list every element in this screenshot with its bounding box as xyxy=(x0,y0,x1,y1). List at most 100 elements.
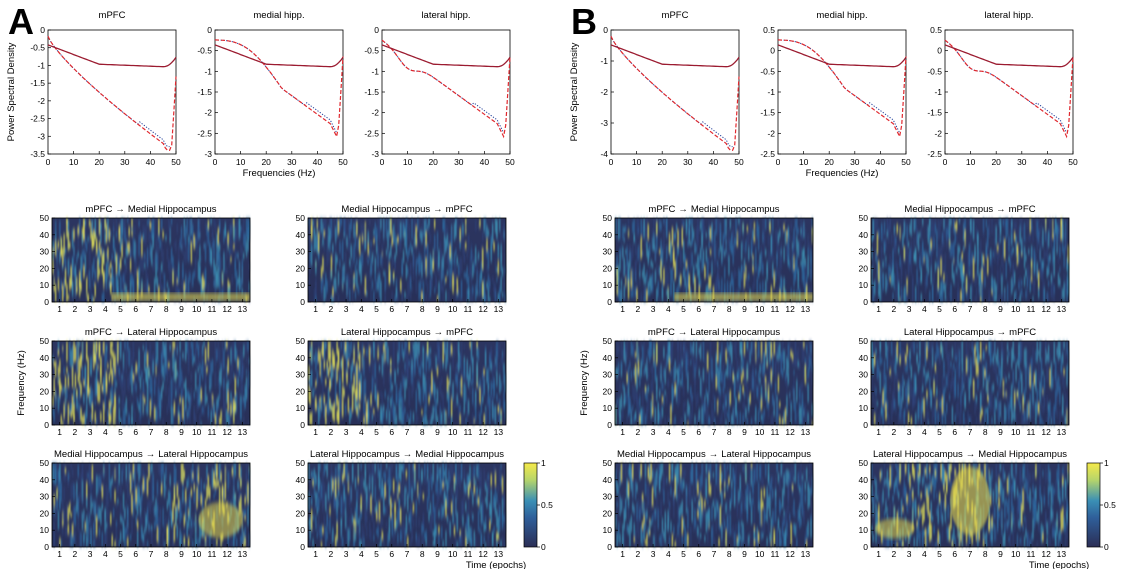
psd-xtick-label: 10 xyxy=(966,157,976,167)
heatmap-streak xyxy=(746,225,749,232)
heatmap-streak xyxy=(885,274,887,293)
heatmap-streak xyxy=(168,218,170,230)
heatmap-streak xyxy=(128,413,130,425)
heatmap-streak xyxy=(367,231,369,245)
heatmap-streak xyxy=(111,265,113,286)
heatmap-streak xyxy=(103,251,105,265)
psd-xtick-label: 30 xyxy=(1017,157,1027,167)
heatmap-streak xyxy=(312,470,314,486)
heatmap-streak xyxy=(177,404,180,412)
heatmap-streak xyxy=(323,515,326,537)
heatmap-streak xyxy=(646,218,648,240)
heatmap-streak xyxy=(752,257,754,268)
heatmap-streak xyxy=(701,244,703,264)
heatmap-streak xyxy=(674,260,676,280)
heatmap-streak xyxy=(415,256,417,266)
heatmap-streak xyxy=(787,244,790,260)
heatmap-streak xyxy=(374,413,376,425)
heatmap-streak xyxy=(390,479,392,489)
heatmap-streak xyxy=(409,263,412,283)
heatmap-streak xyxy=(146,279,149,293)
heatmap-streak xyxy=(194,491,197,514)
heatmap-streak xyxy=(218,486,221,503)
heatmap-streak xyxy=(731,279,733,285)
heatmap-streak xyxy=(163,526,166,533)
heatmap-streak xyxy=(97,475,99,494)
heatmap-streak xyxy=(377,527,379,538)
psd-ylabel: Power Spectral Density xyxy=(569,42,580,141)
heatmap-streak xyxy=(623,227,625,233)
heatmap-streak xyxy=(247,375,249,390)
heatmap-streak xyxy=(231,408,234,414)
psd-ytick-label: 0.5 xyxy=(763,25,775,35)
heatmap-streak xyxy=(86,471,88,492)
heatmap-streak xyxy=(327,388,330,403)
heatmap-streak xyxy=(209,378,211,386)
heatmap-streak xyxy=(411,383,413,399)
psd-solid-line xyxy=(610,44,740,68)
heatmap-streak xyxy=(342,474,344,481)
heatmap-ytick-label: 0 xyxy=(300,542,305,552)
heatmap-streak xyxy=(141,411,143,416)
heatmap-streak xyxy=(375,280,378,291)
heatmap-streak xyxy=(62,525,64,536)
heatmap-streak xyxy=(484,497,487,503)
heatmap-streak xyxy=(107,522,109,528)
heatmap-streak xyxy=(736,227,739,242)
heatmap-streak xyxy=(223,273,225,294)
heatmap-streak xyxy=(91,219,94,236)
heatmap-streak xyxy=(125,362,128,375)
heatmap-streak xyxy=(767,249,770,265)
heatmap-streak xyxy=(392,256,395,264)
heatmap-streak xyxy=(385,463,388,469)
heatmap-streak xyxy=(435,481,437,494)
heatmap-streak xyxy=(54,360,57,377)
heatmap-streak xyxy=(716,260,719,283)
heatmap-streak xyxy=(322,285,324,302)
heatmap-streak xyxy=(163,360,166,382)
heatmap-streak xyxy=(344,251,347,265)
psd-dotted-line xyxy=(214,39,338,134)
heatmap-streak xyxy=(383,350,385,364)
heatmap-streak xyxy=(211,359,214,373)
heatmap-streak xyxy=(187,509,190,518)
heatmap-streak xyxy=(228,256,231,268)
heatmap-streak xyxy=(351,515,354,524)
heatmap-streak xyxy=(176,276,178,298)
heatmap-streak xyxy=(63,386,65,392)
heatmap-streak xyxy=(364,387,367,404)
heatmap-streak xyxy=(243,415,245,424)
heatmap-xtick-label: 2 xyxy=(72,549,77,559)
heatmap-streak xyxy=(500,275,502,293)
heatmap-streak xyxy=(325,378,327,386)
heatmap-streak xyxy=(370,272,372,283)
heatmap-streak xyxy=(712,241,715,255)
heatmap-streak xyxy=(357,364,360,386)
heatmap-streak xyxy=(196,240,198,256)
heatmap-streak xyxy=(474,284,477,296)
heatmap-streak xyxy=(323,286,326,302)
heatmap-streak xyxy=(350,244,352,259)
heatmap-xtick-label: 13 xyxy=(494,549,504,559)
heatmap-streak xyxy=(411,488,413,502)
heatmap-streak xyxy=(347,275,350,296)
heatmap-streak xyxy=(452,274,454,294)
heatmap-streak xyxy=(494,499,497,515)
heatmap-streak xyxy=(127,531,129,540)
heatmap-streak xyxy=(155,358,157,366)
heatmap-streak xyxy=(313,468,316,480)
heatmap-streak xyxy=(442,463,444,483)
heatmap-streak xyxy=(59,250,61,264)
psd-solid-line xyxy=(777,44,907,68)
heatmap-streak xyxy=(759,253,761,266)
heatmap-streak xyxy=(424,406,426,425)
heatmap-streak xyxy=(414,233,416,247)
heatmap-streak xyxy=(707,257,709,278)
heatmap-streak xyxy=(477,224,480,229)
heatmap-xtick-label: 8 xyxy=(164,549,169,559)
heatmap-ytick-label: 30 xyxy=(296,247,306,257)
heatmap-streak xyxy=(323,231,326,237)
heatmap-streak xyxy=(465,372,467,389)
heatmap-streak xyxy=(441,390,443,399)
